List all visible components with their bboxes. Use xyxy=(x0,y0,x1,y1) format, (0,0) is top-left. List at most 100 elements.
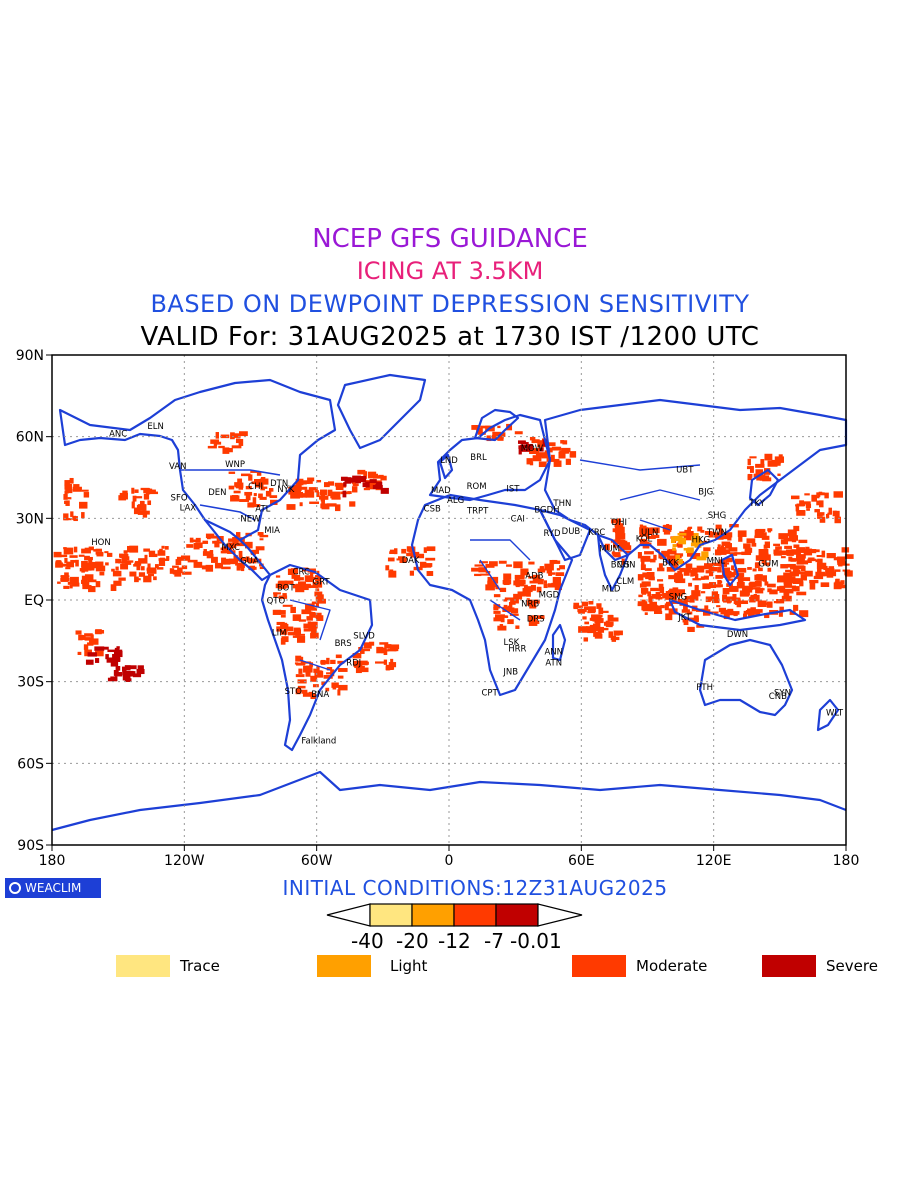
station-label: TRPT xyxy=(466,506,489,516)
station-label: BNG xyxy=(611,561,630,571)
title-line-3: BASED ON DEWPOINT DEPRESSION SENSITIVITY xyxy=(150,290,750,318)
colorbar-label-1: -40 xyxy=(351,929,384,953)
station-label: PTH xyxy=(696,683,713,693)
coast-antarctica xyxy=(51,770,847,832)
lat-label: 30N xyxy=(16,511,44,527)
station-label: RDJ xyxy=(346,658,361,668)
station-label: MXC xyxy=(221,543,240,553)
border-usa-mexico xyxy=(199,504,256,521)
station-label: BRL xyxy=(470,453,487,463)
station-label: BRS xyxy=(335,639,352,649)
border-africa-1 xyxy=(470,539,531,621)
valid-time-title: VALID For: 31AUG2025 at 1730 IST /1200 U… xyxy=(140,322,760,352)
station-label: WLT xyxy=(826,708,844,718)
colorbar-label-2: -20 xyxy=(396,929,429,953)
station-label: IST xyxy=(506,484,520,494)
station-label: MIA xyxy=(264,526,280,536)
station-label: ADB xyxy=(525,572,543,582)
station-label: NRB xyxy=(521,600,539,610)
station-label: Falkland xyxy=(301,737,336,747)
lat-label: EQ xyxy=(24,593,44,609)
icing-region-moderate xyxy=(604,518,632,566)
station-label: CAI xyxy=(511,514,525,524)
icing-region-moderate xyxy=(790,491,843,524)
coast-new-zealand xyxy=(816,698,840,732)
station-label: DRS xyxy=(527,615,545,625)
icing-region-moderate xyxy=(746,453,785,482)
coast-africa xyxy=(410,493,574,697)
legend-label-moderate: Moderate xyxy=(636,957,708,975)
border-usa-canada xyxy=(180,469,281,476)
icing-region-severe xyxy=(107,661,145,682)
coast-philippines xyxy=(720,553,740,587)
station-label: LAX xyxy=(180,503,197,513)
coast-europe xyxy=(428,413,552,502)
station-label: NEW xyxy=(240,514,261,524)
station-label: DWN xyxy=(727,630,748,640)
station-label: UBT xyxy=(676,466,694,476)
initial-conditions-label: INITIAL CONDITIONS:12Z31AUG2025 xyxy=(282,876,668,900)
station-label: CHN xyxy=(617,560,636,570)
station-label: THN xyxy=(552,499,571,509)
colorbar-label-5: -0.01 xyxy=(510,929,562,953)
lat-label: 30S xyxy=(17,675,44,691)
station-label: ANC xyxy=(109,429,127,439)
icing-region-moderate xyxy=(780,546,854,592)
lon-label: 0 xyxy=(445,853,454,869)
coastlines xyxy=(51,373,848,832)
station-label: GUM xyxy=(758,559,778,569)
legend-swatch-severe xyxy=(762,955,816,977)
station-label: CHI xyxy=(248,482,263,492)
station-label: BOT xyxy=(277,583,295,593)
colorbar-cell-moderate xyxy=(453,903,497,927)
coast-madagascar xyxy=(551,623,567,662)
station-label: SNG xyxy=(669,592,687,602)
icing-region-severe xyxy=(340,475,389,498)
legend-label-severe: Severe xyxy=(826,957,878,975)
station-label: ELN xyxy=(147,422,163,432)
legend-swatch-moderate xyxy=(572,955,626,977)
icing-region-moderate xyxy=(352,641,400,674)
coast-japan xyxy=(748,468,780,507)
station-label: BKK xyxy=(662,558,679,568)
coast-arabia xyxy=(538,508,592,562)
icing-region-moderate xyxy=(228,470,279,508)
station-label: CNB xyxy=(769,692,787,702)
station-label: HRR xyxy=(508,644,526,654)
station-label: GRT xyxy=(313,577,331,587)
station-label: ROM xyxy=(467,482,487,492)
coast-north-america xyxy=(58,378,337,542)
colorbar-cell-trace xyxy=(369,903,413,927)
station-label: BJG xyxy=(698,487,713,497)
icing-region-moderate xyxy=(118,545,192,583)
lat-label: 60N xyxy=(16,430,44,446)
icing-region-moderate xyxy=(272,567,326,645)
station-label: JNB xyxy=(502,667,518,677)
station-label: DHI xyxy=(612,518,627,528)
station-label: GUA xyxy=(240,556,259,566)
station-label: SHG xyxy=(708,511,726,521)
icing-region-moderate xyxy=(294,654,348,700)
icing-region-moderate xyxy=(493,586,545,631)
lat-label: 60S xyxy=(17,756,44,772)
station-label: TKY xyxy=(748,499,765,509)
lat-label: 90S xyxy=(17,838,44,854)
border-south-america-1 xyxy=(289,599,331,671)
border-asia-1 xyxy=(579,459,701,531)
station-label: DEN xyxy=(208,488,226,498)
station-label: HKG xyxy=(692,535,711,545)
station-label: TWN xyxy=(706,528,727,538)
coast-greenland xyxy=(336,373,427,450)
station-label: CRC xyxy=(293,567,310,577)
weaclim-logo: WEACLIM xyxy=(5,878,101,898)
station-label: SLVD xyxy=(353,631,375,641)
station-label: QTO xyxy=(267,597,286,607)
legend-label-light: Light xyxy=(390,957,428,975)
coast-australia xyxy=(698,638,794,717)
colorbar-label-3: -12 xyxy=(438,929,471,953)
title-line-1: NCEP GFS GUIDANCE xyxy=(312,224,588,254)
logo-text: WEACLIM xyxy=(25,881,82,895)
station-label: ATN xyxy=(545,659,562,669)
coast-asia xyxy=(543,398,848,572)
station-label: BGDH xyxy=(534,505,559,515)
